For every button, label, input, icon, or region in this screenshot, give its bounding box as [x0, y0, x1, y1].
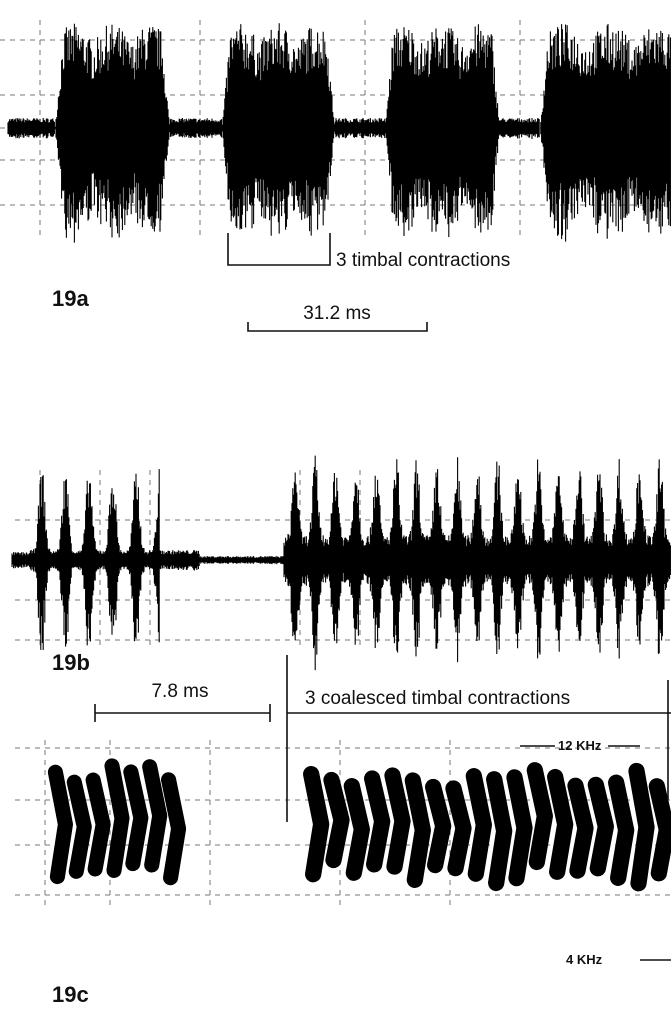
- spectrogram-blob: [486, 771, 513, 892]
- annotation: 3 timbal contractions: [336, 250, 510, 271]
- freq-label: 12 KHz: [558, 738, 602, 753]
- spectrogram-blob: [425, 778, 452, 874]
- spectrogram-blob: [445, 780, 472, 877]
- bracket: [227, 233, 331, 266]
- scale-bar: [247, 322, 428, 332]
- panel-label: 19a: [52, 286, 89, 311]
- spectrogram-blob: [648, 778, 671, 882]
- spectrogram-blob: [123, 764, 149, 872]
- annotation: 3 coalesced timbal contractions: [305, 688, 570, 709]
- spectrogram-blob: [384, 767, 411, 875]
- spectrogram-blob: [526, 762, 553, 871]
- spectrogram-blob: [506, 769, 533, 887]
- spectrogram-blob: [364, 770, 391, 873]
- freq-label: 4 KHz: [566, 952, 603, 967]
- spectrogram-blob: [104, 758, 130, 878]
- spectrogram-blob: [628, 762, 655, 892]
- spectrogram-blob: [547, 768, 574, 880]
- scale-label: 7.8 ms: [151, 681, 208, 702]
- spectrogram-blob: [465, 768, 492, 882]
- spectrogram-blob: [587, 776, 614, 877]
- bracket: [286, 655, 671, 822]
- spectrogram-blob: [85, 772, 111, 877]
- spectrogram-blob: [66, 774, 92, 879]
- spectrogram-blob: [404, 772, 431, 888]
- scale-label: 31.2 ms: [303, 303, 371, 324]
- panel-label: 19b: [52, 650, 90, 675]
- spectrogram-blob: [303, 766, 330, 883]
- waveform: [11, 455, 671, 671]
- spectrogram-blob: [142, 759, 168, 873]
- spectrogram-blob: [161, 772, 187, 886]
- waveforms: [7, 23, 671, 892]
- waveform: [7, 23, 671, 243]
- spectrogram-blob: [47, 764, 73, 885]
- spectrogram-blob: [323, 771, 350, 869]
- spectrogram-blob: [608, 774, 635, 886]
- spectrogram-blob: [343, 778, 370, 881]
- scale-bar: [94, 704, 271, 722]
- spectrogram-blob: [567, 777, 594, 879]
- panel-label: 19c: [52, 982, 89, 1007]
